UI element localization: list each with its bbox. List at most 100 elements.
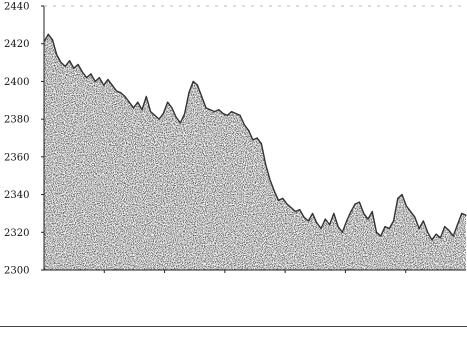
data-point xyxy=(98,77,101,79)
data-point xyxy=(333,212,335,215)
series-layer xyxy=(43,33,467,270)
data-point xyxy=(337,226,339,228)
series-line xyxy=(43,33,467,241)
data-point xyxy=(145,95,147,98)
data-point xyxy=(73,67,75,69)
data-point xyxy=(371,210,373,213)
data-point xyxy=(120,92,122,94)
data-point xyxy=(201,95,203,98)
data-point xyxy=(427,231,429,233)
data-point xyxy=(111,84,113,86)
data-point xyxy=(205,107,207,109)
data-point xyxy=(311,212,314,215)
data-point xyxy=(329,224,331,226)
data-point xyxy=(409,210,412,213)
data-point xyxy=(124,95,126,98)
data-point xyxy=(358,201,361,203)
data-point xyxy=(452,235,454,237)
data-point xyxy=(192,80,194,83)
data-point xyxy=(367,218,369,220)
data-point xyxy=(303,216,305,218)
data-point xyxy=(341,231,343,233)
data-point xyxy=(167,101,169,103)
data-point xyxy=(248,129,250,132)
y-tick-label: 2380 xyxy=(4,115,29,126)
data-point xyxy=(230,111,233,113)
data-point xyxy=(188,92,190,94)
data-point xyxy=(350,210,352,213)
data-point xyxy=(260,143,262,145)
data-point xyxy=(294,210,297,213)
data-point xyxy=(375,231,378,233)
data-point xyxy=(277,199,280,201)
data-point xyxy=(456,224,459,226)
data-point xyxy=(137,101,139,103)
data-point xyxy=(47,33,49,35)
data-point xyxy=(209,109,211,111)
data-point xyxy=(273,190,275,192)
data-point xyxy=(414,216,416,218)
data-point xyxy=(56,54,58,56)
data-point xyxy=(243,124,245,126)
data-point xyxy=(51,39,54,41)
data-point xyxy=(43,41,45,43)
data-point xyxy=(269,178,271,181)
data-point xyxy=(392,220,395,222)
data-point xyxy=(299,209,301,211)
data-point xyxy=(256,137,258,139)
data-point xyxy=(81,71,83,73)
data-point xyxy=(196,84,199,86)
data-point xyxy=(184,112,186,115)
y-tick-label: 2300 xyxy=(4,266,29,277)
data-point xyxy=(324,218,326,220)
data-point xyxy=(77,63,79,66)
data-point xyxy=(444,226,446,228)
y-tick-label: 2360 xyxy=(4,152,29,163)
data-point xyxy=(94,80,96,83)
data-point xyxy=(439,237,442,239)
data-point xyxy=(179,122,181,124)
data-point xyxy=(162,112,164,115)
data-point xyxy=(282,197,284,199)
data-point xyxy=(435,233,437,235)
data-point xyxy=(222,112,224,115)
series-area-fill xyxy=(44,34,466,270)
data-point xyxy=(363,212,365,215)
data-point xyxy=(68,60,71,62)
data-point xyxy=(128,101,130,103)
data-point xyxy=(239,114,241,116)
data-point xyxy=(401,193,403,196)
data-point xyxy=(218,109,220,111)
data-point xyxy=(132,107,135,109)
data-point xyxy=(320,227,322,230)
data-point xyxy=(422,220,424,222)
data-point xyxy=(465,214,467,216)
data-point xyxy=(431,239,433,241)
data-point xyxy=(252,139,254,141)
data-point xyxy=(103,84,105,86)
data-point xyxy=(213,111,216,113)
data-point xyxy=(175,116,177,118)
data-point xyxy=(380,235,382,237)
data-point xyxy=(448,229,450,231)
data-point xyxy=(226,114,228,116)
data-point xyxy=(307,220,309,222)
data-point xyxy=(405,205,407,207)
data-point xyxy=(316,222,318,224)
data-point xyxy=(346,220,348,222)
data-point xyxy=(384,226,386,228)
y-tick-label: 2420 xyxy=(4,39,29,50)
data-point xyxy=(60,61,62,64)
data-point xyxy=(158,118,160,120)
y-tick-label: 2340 xyxy=(4,190,29,201)
data-point xyxy=(290,207,292,209)
data-point xyxy=(149,111,152,113)
data-point xyxy=(286,203,288,205)
data-point xyxy=(418,227,420,230)
data-point xyxy=(397,197,399,199)
data-point xyxy=(461,212,463,215)
data-point xyxy=(141,109,143,111)
data-point xyxy=(115,90,118,92)
data-point xyxy=(90,73,92,75)
